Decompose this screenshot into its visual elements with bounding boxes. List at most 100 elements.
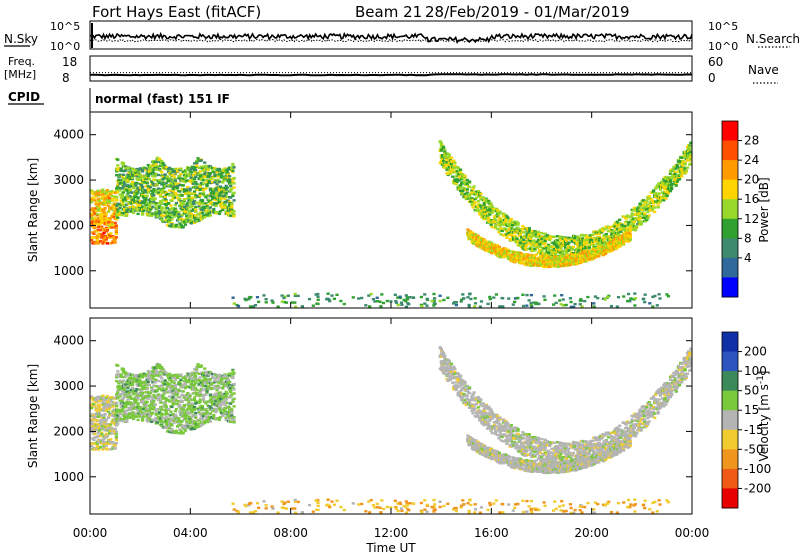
power-echo-cell (123, 211, 127, 215)
power-echo-cell (678, 162, 682, 165)
power-echo-cell (462, 297, 466, 300)
power-echo-cell (643, 206, 647, 209)
power-echo-cell (96, 197, 100, 201)
velocity-echo-cell (105, 424, 109, 428)
velocity-echo-cell (118, 393, 122, 396)
power-echo-cell (618, 245, 622, 248)
power-echo-cell (115, 167, 119, 170)
power-echo-cell (412, 296, 416, 299)
power-echo-cell (425, 297, 429, 301)
power-echo-cell (639, 217, 643, 220)
power-echo-cell (633, 229, 638, 232)
velocity-echo-cell (113, 427, 117, 431)
power-echo-cell (501, 215, 506, 218)
power-echo-cell (120, 169, 124, 173)
power-echo-cell (160, 183, 164, 186)
power-echo-cell (571, 245, 576, 249)
power-echo-cell (170, 225, 174, 228)
power-echo-cell (512, 223, 516, 227)
velocity-echo-cell (91, 418, 95, 421)
power-echo-cell (521, 225, 525, 228)
power-echo-cell (165, 175, 170, 179)
power-echo-cell (293, 292, 297, 296)
power-echo-cell (147, 170, 151, 173)
power-echo-cell (471, 198, 475, 202)
power-echo-cell (231, 194, 235, 197)
power-echo-cell (513, 234, 517, 238)
velocity-echo-cell (100, 442, 104, 445)
power-echo-cell (151, 212, 155, 215)
power-echo-cell (645, 218, 649, 222)
power-echo-cell (688, 147, 692, 150)
velocity-echo-cell (99, 445, 103, 449)
power-echo-cell (495, 244, 499, 247)
power-echo-cell (522, 231, 526, 234)
power-echo-cell (653, 206, 657, 209)
nsky-line (89, 31, 693, 45)
power-echo-cell (615, 247, 619, 250)
power-echo-cell (672, 169, 676, 172)
power-echo-cell (202, 182, 206, 185)
power-echo-cell (173, 177, 177, 181)
power-echo-cell (497, 219, 501, 222)
power-echo-cell (602, 234, 606, 237)
power-echo-cell (262, 294, 266, 297)
power-echo-cell (186, 192, 190, 196)
power-echo-cell (479, 198, 483, 201)
velocity-echo-cell (97, 399, 102, 402)
power-echo-cell (578, 241, 582, 244)
power-echo-cell (221, 180, 225, 183)
power-echo-cell (479, 204, 483, 208)
power-echo-cell (104, 190, 108, 193)
velocity-echo-cell (102, 416, 106, 420)
power-echo-cell (220, 206, 224, 209)
y-tick-label: 1000 (53, 264, 84, 278)
power-echo-cell (567, 236, 571, 240)
power-echo-cell (529, 264, 533, 267)
power-echo-cell (128, 205, 132, 209)
power-echo-cell (513, 297, 518, 300)
power-echo-cell (223, 168, 227, 171)
power-echo-cell (679, 173, 683, 176)
power-echo-cell (597, 239, 601, 243)
power-echo-cell (493, 246, 497, 249)
power-echo-cell (466, 296, 470, 299)
power-echo-cell (163, 207, 167, 210)
power-echo-cell (445, 166, 449, 170)
power-echo-cell (423, 302, 427, 305)
power-echo-cell (525, 293, 529, 297)
power-echo-cell (504, 222, 508, 225)
power-echo-cell (567, 259, 571, 263)
power-echo-cell (439, 146, 443, 149)
velocity-echo-cell (116, 389, 120, 393)
power-echo-cell (452, 182, 456, 185)
power-echo-cell (612, 230, 616, 233)
power-echo-cell (178, 197, 182, 201)
power-echo-cell (188, 187, 192, 190)
power-echo-cell (549, 248, 553, 251)
power-echo-cell (160, 171, 164, 174)
velocity-echo-cell (90, 442, 94, 445)
power-echo-cell (609, 304, 614, 308)
power-echo-cell (150, 189, 154, 193)
power-echo-cell (164, 200, 168, 203)
power-echo-cell (468, 185, 472, 189)
power-echo-cell (536, 230, 541, 234)
power-echo-cell (186, 216, 190, 220)
power-echo-cell (193, 221, 197, 225)
cpid-value: normal (fast) 151 IF (95, 92, 230, 106)
power-echo-cell (335, 293, 339, 296)
power-echo-cell (473, 238, 477, 241)
power-echo-cell (152, 164, 156, 168)
power-echo-cell (633, 304, 637, 307)
power-echo-cell (629, 297, 633, 300)
velocity-echo-cell (95, 443, 99, 446)
power-echo-cell (188, 209, 192, 213)
power-echo-cell (202, 191, 206, 194)
power-echo-cell (584, 245, 588, 249)
power-echo-cell (226, 180, 230, 183)
power-echo-cell (171, 179, 175, 182)
power-echo-cell (93, 212, 97, 216)
power-echo-cell (102, 210, 106, 214)
power-echo-cell (135, 182, 139, 185)
